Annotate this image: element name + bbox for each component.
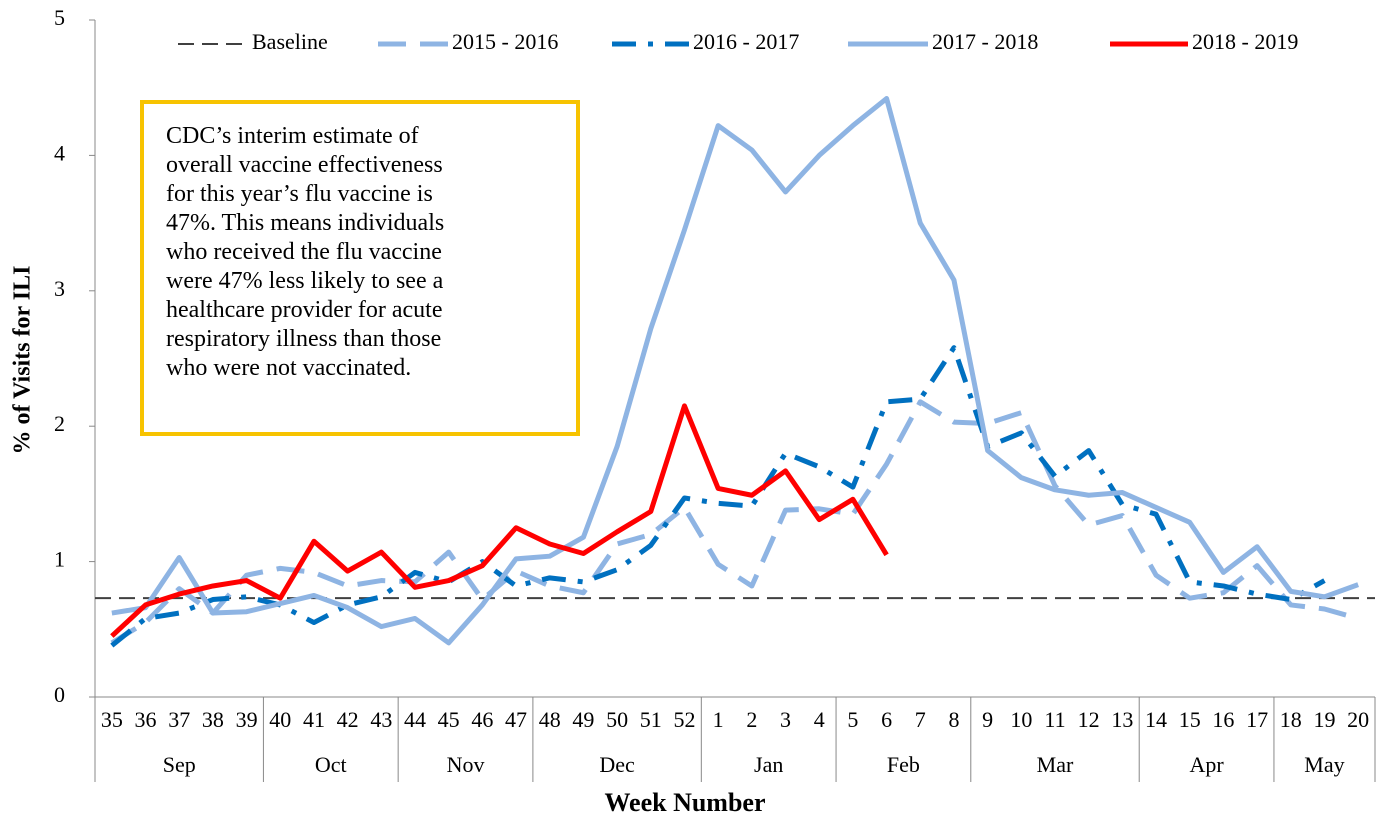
y-tick-label: 0 (54, 682, 65, 707)
x-tick-label: 50 (606, 707, 628, 732)
annotation-line: CDC’s interim estimate of (166, 123, 419, 149)
x-tick-label: 12 (1078, 707, 1100, 732)
month-label: Dec (599, 752, 635, 777)
x-tick-label: 46 (471, 707, 493, 732)
x-tick-label: 49 (572, 707, 594, 732)
month-label: Jan (754, 752, 783, 777)
x-tick-label: 14 (1145, 707, 1167, 732)
x-tick-label: 15 (1179, 707, 1201, 732)
month-label: May (1304, 752, 1344, 777)
legend-label: 2015 - 2016 (452, 29, 558, 54)
series-line (110, 345, 1326, 648)
x-tick-label: 40 (269, 707, 291, 732)
annotation-line: who were not vaccinated. (166, 355, 412, 381)
annotation-line: respiratory illness than those (166, 326, 442, 352)
y-tick-label: 3 (54, 276, 65, 301)
x-tick-label: 9 (982, 707, 993, 732)
annotation-box: CDC’s interim estimate of overall vaccine… (140, 100, 580, 436)
annotation-line: healthcare provider for acute (166, 297, 443, 323)
x-tick-label: 44 (404, 707, 426, 732)
x-tick-label: 38 (202, 707, 224, 732)
x-tick-label: 7 (915, 707, 926, 732)
x-tick-label: 19 (1313, 707, 1335, 732)
month-label: Nov (447, 752, 485, 777)
series-line (110, 399, 1359, 645)
x-tick-label: 37 (168, 707, 190, 732)
month-label: Sep (163, 752, 196, 777)
y-tick-label: 2 (54, 411, 65, 436)
x-tick-label: 2 (746, 707, 757, 732)
x-tick-label: 1 (713, 707, 724, 732)
x-tick-label: 4 (814, 707, 825, 732)
month-label: Apr (1189, 752, 1224, 777)
x-tick-label: 5 (847, 707, 858, 732)
x-tick-label: 51 (640, 707, 662, 732)
y-tick-label: 4 (54, 140, 65, 165)
x-tick-label: 35 (101, 707, 123, 732)
legend-label: 2016 - 2017 (693, 29, 799, 54)
x-tick-label: 39 (236, 707, 258, 732)
x-tick-label: 47 (505, 707, 527, 732)
annotation-line: who received the flu vaccine (166, 239, 442, 265)
x-tick-label: 13 (1111, 707, 1133, 732)
x-tick-label: 52 (673, 707, 695, 732)
annotation-line: 47%. This means individuals (166, 210, 445, 236)
series-line (110, 403, 889, 638)
x-tick-label: 36 (135, 707, 157, 732)
x-tick-label: 16 (1212, 707, 1234, 732)
x-tick-label: 41 (303, 707, 325, 732)
x-tick-label: 48 (539, 707, 561, 732)
series-line (111, 96, 1360, 646)
y-tick-label: 5 (54, 5, 65, 30)
x-tick-label: 11 (1044, 707, 1065, 732)
x-tick-label: 3 (780, 707, 791, 732)
month-label: Feb (887, 752, 920, 777)
x-tick-label: 20 (1347, 707, 1369, 732)
month-label: Mar (1037, 752, 1074, 777)
x-tick-label: 18 (1280, 707, 1302, 732)
x-tick-label: 42 (337, 707, 359, 732)
y-axis-title: % of Visits for ILI (10, 266, 36, 455)
x-tick-label: 8 (948, 707, 959, 732)
x-tick-label: 17 (1246, 707, 1268, 732)
x-axis-title: Week Number (604, 788, 765, 817)
annotation-line: overall vaccine effectiveness (166, 152, 443, 178)
x-tick-label: 45 (438, 707, 460, 732)
x-tick-label: 10 (1010, 707, 1032, 732)
x-tick-label: 43 (370, 707, 392, 732)
legend-label: 2017 - 2018 (932, 29, 1038, 54)
annotation-line: for this year’s flu vaccine is (166, 181, 433, 207)
annotation-line: were 47% less likely to see a (166, 268, 444, 294)
month-label: Oct (315, 752, 347, 777)
legend-label: 2018 - 2019 (1192, 29, 1298, 54)
x-tick-label: 6 (881, 707, 892, 732)
y-tick-label: 1 (54, 547, 65, 572)
legend-label: Baseline (252, 29, 328, 54)
